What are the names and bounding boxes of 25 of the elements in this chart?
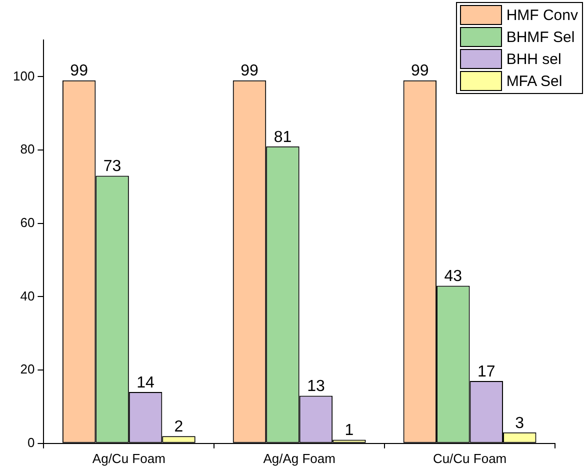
data-label: 73: [103, 158, 122, 176]
data-label: 3: [515, 414, 524, 432]
data-label: 17: [478, 363, 496, 380]
y-tick-label: 100: [12, 68, 35, 84]
y-tick-label: 0: [27, 434, 35, 450]
data-label: 14: [136, 374, 155, 392]
data-label: 99: [70, 62, 88, 80]
y-tick-label: 80: [20, 142, 35, 157]
data-label: 43: [444, 268, 462, 286]
legend-label: MFA Sel: [506, 72, 562, 90]
data-label: 1: [344, 422, 354, 440]
data-label: 13: [307, 378, 325, 396]
data-label: 99: [240, 62, 258, 80]
legend-label: BHH sel: [506, 50, 562, 68]
legend-label: BHMF Sel: [506, 28, 575, 46]
y-tick-label: 40: [20, 288, 35, 304]
data-label: 2: [174, 418, 184, 436]
data-label: 99: [411, 62, 429, 80]
x-tick-label: Ag/Ag Foam: [263, 450, 336, 466]
y-tick-label: 60: [20, 214, 35, 230]
x-tick-label: Cu/Cu Foam: [432, 450, 507, 466]
data-label: 81: [274, 128, 292, 146]
x-tick-label: Ag/Cu Foam: [92, 450, 166, 466]
legend-label: HMF Conv: [506, 6, 578, 24]
y-tick-label: 20: [20, 362, 35, 377]
